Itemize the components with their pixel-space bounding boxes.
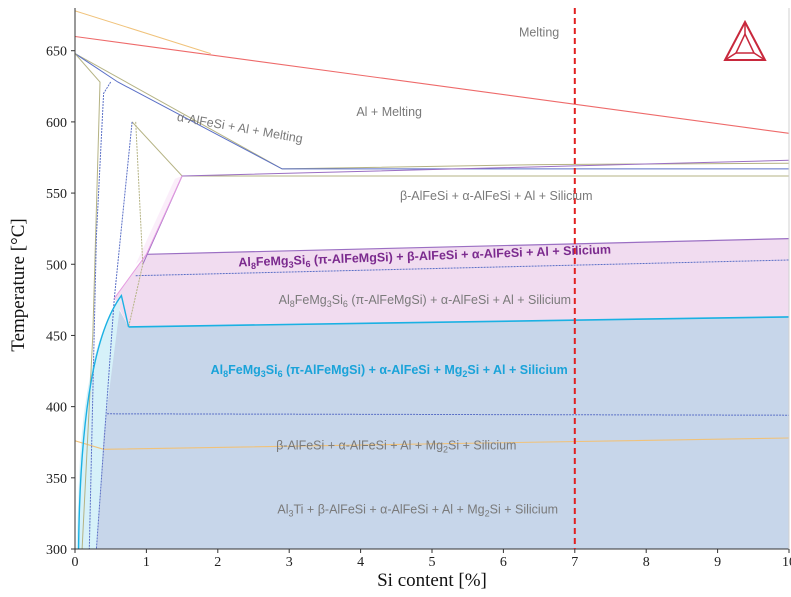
x-tick-label: 5 <box>429 555 436 570</box>
y-tick-label: 500 <box>46 258 67 273</box>
y-axis-label: Temperature [°C] <box>8 218 29 351</box>
x-tick-label: 0 <box>72 555 79 570</box>
y-tick-label: 550 <box>46 187 67 202</box>
pink-top-line <box>146 238 789 255</box>
melting-liquidus-line <box>75 35 789 134</box>
region-label-alfesi-al-melting: α-AlFeSi + Al + Melting <box>176 110 304 146</box>
blue-region-fill <box>96 307 789 549</box>
x-tick-label: 10 <box>782 555 791 570</box>
x-tick-label: 1 <box>143 555 150 570</box>
x-tick-label: 7 <box>571 555 578 570</box>
x-tick-label: 4 <box>357 555 364 570</box>
region-label-al3ti-beta-alpha-al-mg2si-si: Al3Ti + β-AlFeSi + α-AlFeSi + Al + Mg2Si… <box>277 502 558 518</box>
y-tick-label: 650 <box>46 45 67 60</box>
x-tick-label: 9 <box>714 555 721 570</box>
region-label-beta-alpha-al-mg2si-si: β-AlFeSi + α-AlFeSi + Al + Mg2Si + Silic… <box>276 438 516 454</box>
x-axis-label: Si content [%] <box>377 570 487 591</box>
region-label-pi-alpha-al-si: Al8FeMg3Si6 (π-AlFeMgSi) + α-AlFeSi + Al… <box>279 293 571 309</box>
thermo-calc-triangle-icon <box>723 19 767 61</box>
cyan-curve-line <box>77 293 130 549</box>
pink-inner-line <box>135 259 789 277</box>
y-tick-label: 300 <box>46 543 67 558</box>
left-blue-line <box>88 81 112 549</box>
x-tick-label: 2 <box>214 555 221 570</box>
pink-left-line <box>113 175 183 299</box>
orange-top-line <box>75 10 211 55</box>
phase-region-fills <box>76 176 789 549</box>
pink-region-fill <box>114 238 789 327</box>
left-olive-line <box>75 53 101 549</box>
x-tick-label: 6 <box>500 555 507 570</box>
y-tick-label: 600 <box>46 116 67 131</box>
x-tick-label: 3 <box>286 555 293 570</box>
region-label-beta-alpha-al-si: β-AlFeSi + α-AlFeSi + Al + Silicium <box>400 189 593 203</box>
alfesi-melting-upper-line <box>75 53 789 170</box>
phase-boundary-lines <box>75 10 789 549</box>
y-tick-label: 400 <box>46 401 67 416</box>
left-olive-line-2 <box>128 121 144 328</box>
x-axis-ticks: 0 1 2 3 4 5 6 7 8 9 10 <box>72 549 791 570</box>
y-axis-ticks: 300 350 400 450 500 550 600 650 <box>46 45 75 558</box>
y-tick-label: 450 <box>46 329 67 344</box>
region-label-melting: Melting <box>519 25 559 39</box>
region-label-pi-alpha-mg2si-al-si: Al8FeMg3Si6 (π-AlFeMgSi) + α-AlFeSi + Mg… <box>211 363 568 379</box>
blue-solvus-line <box>107 413 789 416</box>
y-tick-label: 350 <box>46 472 67 487</box>
pink-sliver-fill <box>135 176 183 265</box>
region-label-al-melting: Al + Melting <box>356 105 422 119</box>
cyan-boundary-line <box>128 316 789 328</box>
x-tick-label: 8 <box>643 555 650 570</box>
